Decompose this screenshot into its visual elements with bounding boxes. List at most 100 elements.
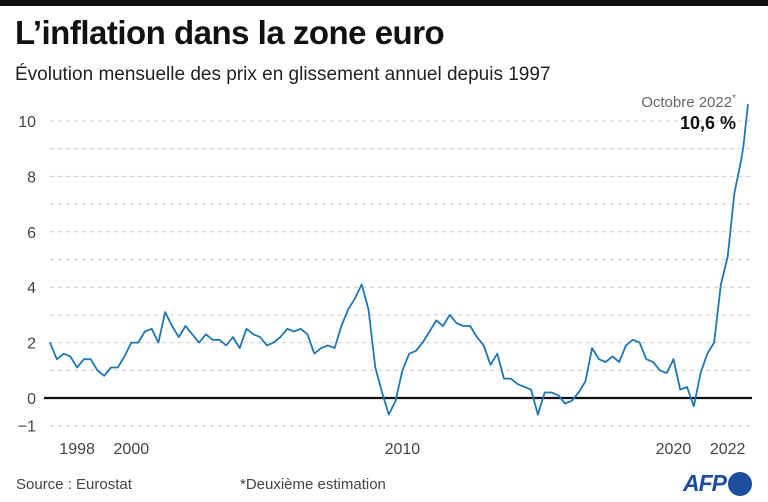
data-point <box>415 350 417 352</box>
data-point <box>686 386 688 388</box>
y-tick-label: −1 <box>18 419 36 436</box>
data-point <box>679 389 681 391</box>
x-tick-label: 2010 <box>385 441 421 458</box>
data-points <box>49 103 749 416</box>
data-point <box>530 389 532 391</box>
x-axis-ticks: 1998 2000 2010 2020 2022 <box>59 441 745 458</box>
data-point <box>171 325 173 327</box>
data-point <box>550 391 553 394</box>
data-point <box>130 342 132 344</box>
data-point <box>374 366 376 369</box>
data-point <box>184 325 187 327</box>
chart-subtitle: Évolution mensuelle des prix en glisseme… <box>15 64 551 85</box>
data-point <box>56 358 58 360</box>
data-point <box>83 358 85 360</box>
data-point <box>123 355 126 358</box>
data-point <box>306 333 309 335</box>
data-point <box>503 378 505 380</box>
top-rule <box>0 0 768 6</box>
data-point <box>266 344 268 346</box>
chart-title: L’inflation dans la zone euro <box>15 14 445 51</box>
data-point <box>273 342 275 344</box>
source-note: Source : Eurostat <box>16 476 132 493</box>
data-point <box>327 344 329 346</box>
data-point <box>672 358 675 360</box>
data-point <box>591 347 593 349</box>
data-point <box>584 380 586 382</box>
data-point <box>110 366 112 369</box>
data-point <box>544 391 546 394</box>
x-tick-label: 1998 <box>59 441 95 458</box>
data-point <box>367 308 370 310</box>
data-point <box>659 369 661 371</box>
data-point <box>239 347 241 349</box>
data-point <box>313 353 315 355</box>
data-point <box>361 283 363 286</box>
data-point <box>76 366 78 369</box>
data-point <box>693 405 695 407</box>
annotation-asterisk: * <box>732 93 736 104</box>
data-point <box>489 364 492 366</box>
x-tick-label: 2020 <box>656 441 692 458</box>
data-point <box>469 325 471 327</box>
data-point <box>90 358 92 360</box>
data-point <box>388 414 390 416</box>
data-point <box>381 391 383 394</box>
x-tick-label: 2022 <box>710 441 746 458</box>
inflation-series-line <box>49 104 749 416</box>
data-point <box>340 325 342 327</box>
data-point <box>205 333 207 335</box>
data-point <box>625 344 627 346</box>
data-point <box>713 342 715 344</box>
data-point <box>605 361 607 363</box>
data-point <box>96 369 99 371</box>
y-tick-label: 4 <box>27 280 36 297</box>
data-point <box>62 353 65 355</box>
annotation-month: Octobre 2022 <box>641 94 733 111</box>
data-point <box>611 355 614 358</box>
data-point <box>706 353 708 355</box>
afp-logo: AFP <box>683 470 752 497</box>
data-point <box>164 311 166 313</box>
afp-logo-text: AFP <box>683 470 727 496</box>
data-point <box>259 336 261 338</box>
footnote: *Deuxième estimation <box>240 476 386 493</box>
annotation-label: Octobre 2022* <box>641 93 736 111</box>
data-point <box>178 336 180 338</box>
data-point <box>232 336 234 338</box>
data-point <box>537 414 539 416</box>
data-point <box>638 342 641 344</box>
data-point <box>408 353 410 355</box>
data-point <box>347 308 349 310</box>
data-point <box>435 319 437 322</box>
y-tick-label: 6 <box>27 225 36 242</box>
data-point <box>157 342 160 344</box>
data-point <box>117 366 119 369</box>
data-point <box>742 145 745 147</box>
data-point <box>401 369 403 371</box>
data-point <box>632 339 634 341</box>
data-point <box>516 383 519 385</box>
data-point <box>652 361 654 363</box>
data-point <box>496 353 498 355</box>
data-point <box>557 394 559 396</box>
data-point <box>395 400 397 402</box>
data-point <box>212 339 214 341</box>
data-point <box>564 402 566 405</box>
y-tick-label: 0 <box>27 391 36 408</box>
data-point <box>354 297 356 299</box>
data-point <box>69 355 71 358</box>
data-point <box>334 347 336 349</box>
data-point <box>49 342 51 344</box>
data-point <box>456 322 458 324</box>
data-point <box>225 344 227 346</box>
data-point <box>422 342 424 344</box>
data-point <box>666 372 668 374</box>
data-point <box>571 400 573 402</box>
data-point <box>300 328 302 330</box>
data-point <box>252 333 254 335</box>
data-point <box>598 358 600 360</box>
data-point <box>476 336 478 338</box>
data-point <box>727 256 729 258</box>
